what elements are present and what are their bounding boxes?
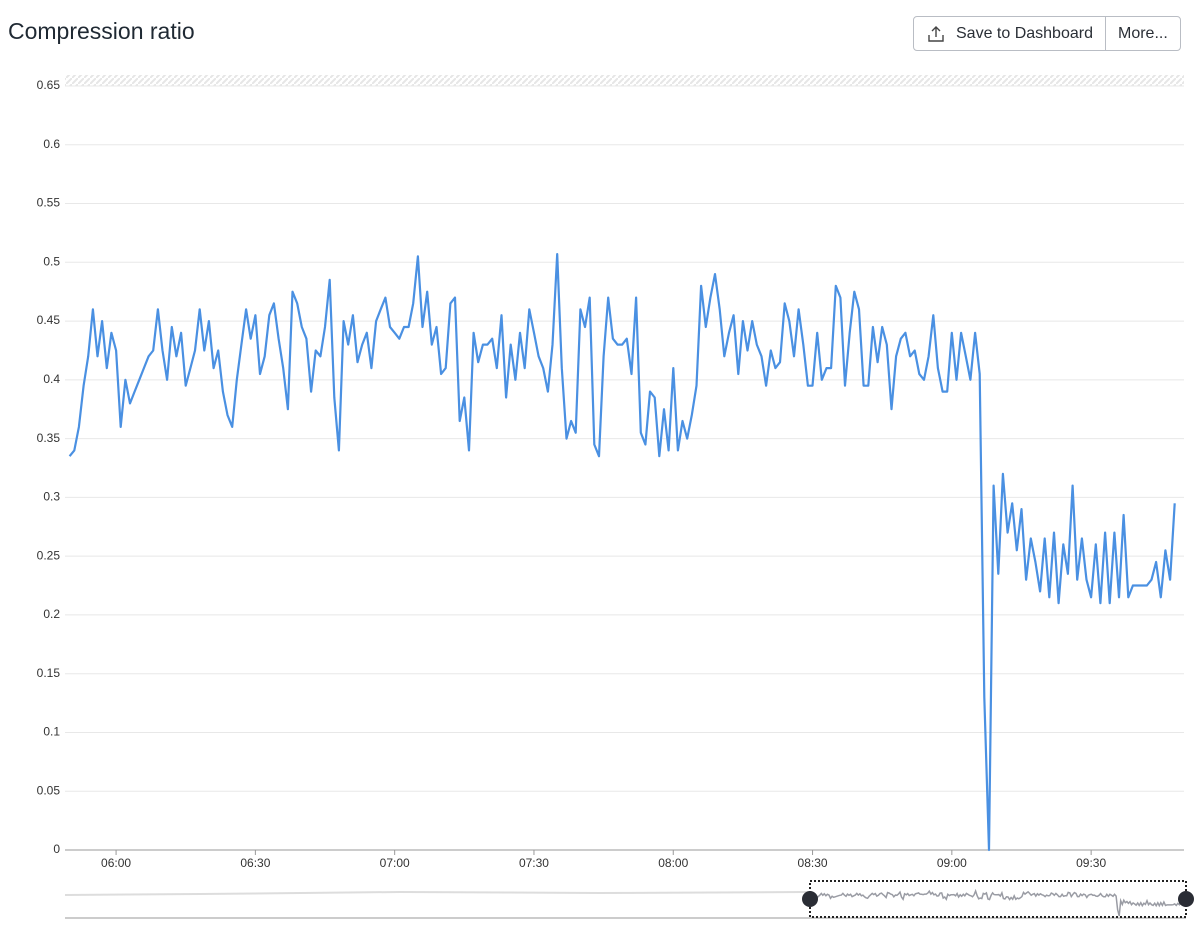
save-label: Save to Dashboard [956,24,1093,42]
save-button[interactable]: Save to Dashboard [914,17,1105,50]
more-label: More... [1117,24,1168,42]
overflow-band [65,75,1184,86]
y-tick-label: 0.4 [43,372,60,386]
navigator-line [813,888,1182,917]
x-tick-label: 06:00 [101,856,131,870]
x-tick-label: 08:00 [658,856,688,870]
x-tick-label: 07:30 [519,856,549,870]
y-tick-label: 0.5 [43,254,60,268]
x-tick-label: 08:30 [798,856,828,870]
navigator-handle [802,891,818,907]
y-tick-label: 0 [53,842,60,856]
y-tick-label: 0.2 [43,607,60,621]
y-tick-label: 0.35 [37,431,61,445]
toolbar: Save to Dashboard More... [913,16,1181,51]
more-button[interactable]: More... [1104,17,1180,50]
y-tick-label: 0.1 [43,725,60,739]
y-tick-label: 0.65 [37,78,61,92]
y-tick-label: 0.45 [37,313,61,327]
y-tick-label: 0.05 [37,783,61,797]
y-tick-label: 0.55 [37,196,61,210]
x-tick-label: 09:30 [1076,856,1106,870]
chart-title: Compression ratio [8,18,195,44]
navigator-history [64,890,809,896]
navigator-handle [1178,891,1194,907]
x-tick-label: 09:00 [937,856,967,870]
data-line [68,253,1176,852]
y-tick-label: 0.3 [43,490,60,504]
y-tick-label: 0.15 [37,666,61,680]
y-tick-label: 0.6 [43,137,60,151]
upload-icon [928,25,944,42]
x-tick-label: 06:30 [240,856,270,870]
x-tick-label: 07:00 [380,856,410,870]
navigator-window [809,880,1187,918]
y-tick-label: 0.25 [37,548,61,562]
